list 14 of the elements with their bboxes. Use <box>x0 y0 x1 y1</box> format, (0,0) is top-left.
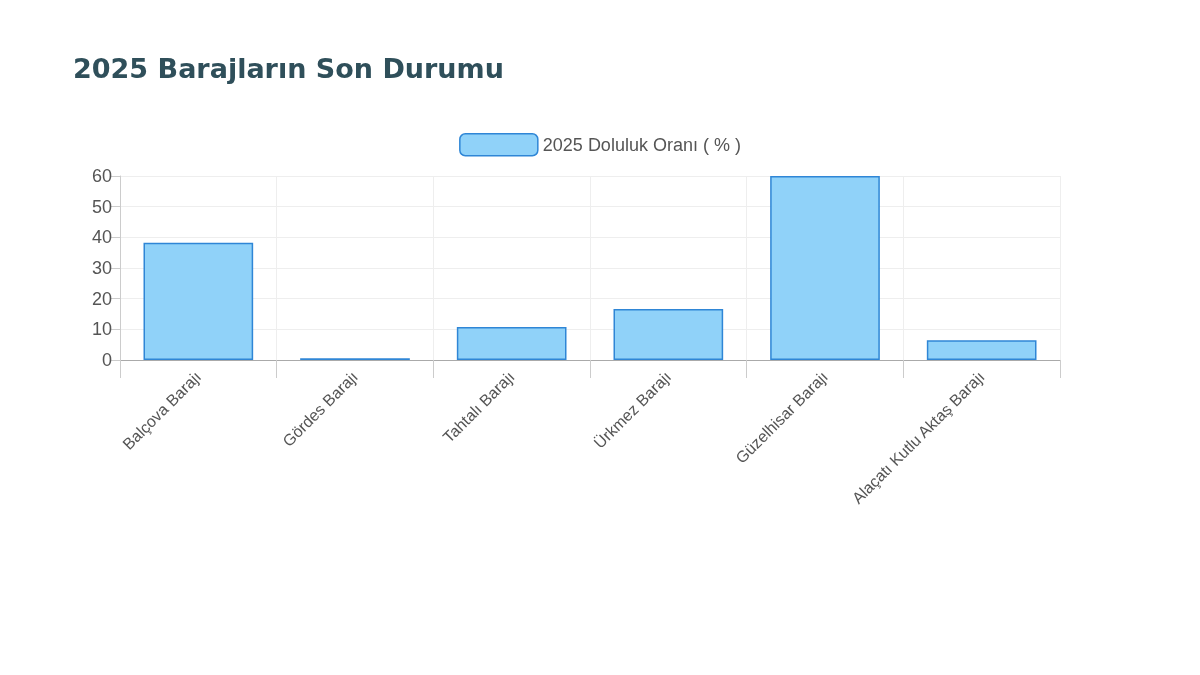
bar <box>456 326 567 360</box>
bar <box>143 242 254 360</box>
y-tick-label: 40 <box>91 227 112 248</box>
chart-title: 2025 Barajların Son Durumu <box>73 53 504 84</box>
legend-label: 2025 Doluluk Oranı ( % ) <box>542 134 741 155</box>
y-tick-label: 20 <box>91 288 112 309</box>
y-tick-label: 10 <box>91 319 112 340</box>
y-tick-label: 60 <box>91 166 112 186</box>
bar <box>926 340 1037 360</box>
bar <box>770 176 880 360</box>
y-tick-label: 30 <box>91 258 112 278</box>
y-tick-label: 50 <box>91 196 112 217</box>
bar <box>613 309 724 360</box>
y-tick-label: 0 <box>101 350 112 370</box>
